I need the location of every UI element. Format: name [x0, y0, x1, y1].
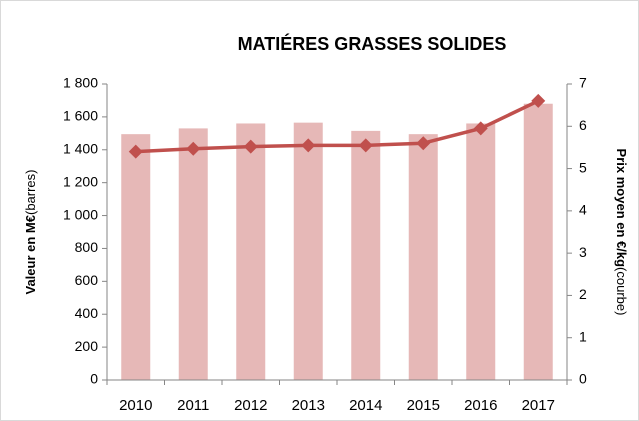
- y2-tick-label: 7: [579, 75, 587, 91]
- x-tick-label: 2010: [119, 397, 152, 414]
- bar: [408, 134, 438, 380]
- y-axis-label-note: (barres): [23, 170, 38, 216]
- y-axis-label-main: Valeur en M€: [23, 215, 38, 294]
- y-axis-label: Valeur en M€(barres): [23, 170, 38, 295]
- y-tick-label: 1 800: [63, 75, 98, 91]
- y-tick-label: 800: [75, 239, 99, 255]
- x-tick-label: 2011: [177, 397, 209, 414]
- bar: [178, 128, 208, 380]
- y2-tick-label: 4: [579, 202, 587, 218]
- x-tick-label: 2014: [349, 397, 382, 414]
- bar: [293, 122, 323, 381]
- y2-tick-label: 6: [579, 117, 587, 133]
- y2-tick-label: 2: [579, 286, 587, 302]
- y-tick-label: 1 000: [63, 206, 98, 222]
- y2-tick-label: 5: [579, 159, 587, 175]
- y2-tick-label: 1: [579, 328, 587, 344]
- bar: [523, 103, 553, 380]
- y2-tick-label: 3: [579, 244, 587, 260]
- x-tick-label: 2012: [234, 397, 267, 414]
- x-tick-label: 2016: [464, 397, 497, 414]
- y2-axis-label-note: (courbe): [614, 267, 629, 315]
- bar: [121, 134, 151, 380]
- y-tick-label: 1 600: [63, 108, 98, 124]
- y-tick-label: 0: [90, 371, 98, 387]
- x-tick-label: 2015: [407, 397, 440, 414]
- line-marker: [243, 139, 258, 154]
- y-tick-label: 1 400: [63, 140, 98, 156]
- line-marker: [416, 136, 431, 151]
- bar: [351, 130, 381, 380]
- line-marker: [358, 138, 373, 153]
- x-tick-label: 2013: [292, 397, 325, 414]
- line-marker: [128, 144, 143, 159]
- line-marker: [473, 121, 488, 136]
- y-tick-label: 200: [75, 338, 99, 354]
- line-marker: [301, 138, 316, 153]
- y-tick-label: 600: [75, 272, 99, 288]
- y-tick-label: 1 200: [63, 173, 98, 189]
- line-marker: [531, 93, 546, 108]
- line: [135, 99, 540, 154]
- y2-tick-label: 0: [579, 371, 587, 387]
- line-marker: [186, 141, 201, 156]
- y-tick-label: 400: [75, 305, 99, 321]
- bar: [466, 123, 496, 380]
- y2-axis-label-main: Prix moyen en €/kg: [614, 149, 629, 268]
- bar: [236, 123, 266, 380]
- chart-title: MATIÉRES GRASSES SOLIDES: [238, 33, 507, 54]
- y2-axis-label: Prix moyen en €/kg(courbe): [614, 149, 629, 316]
- x-tick-label: 2017: [522, 397, 555, 414]
